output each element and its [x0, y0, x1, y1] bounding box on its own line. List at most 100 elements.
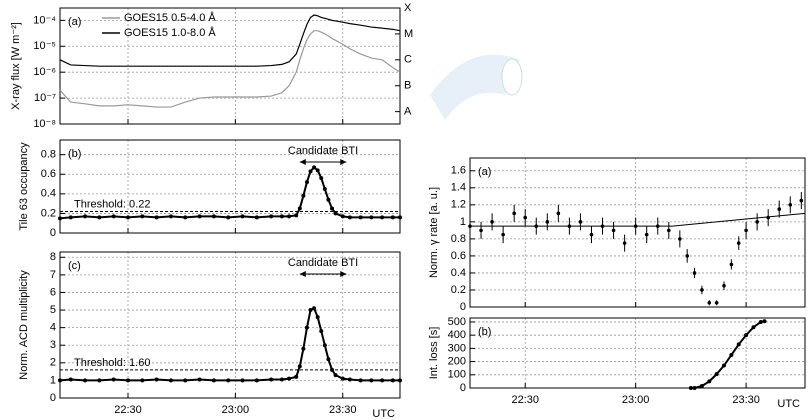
y-tick-label: 0.6 [451, 250, 466, 262]
y-tick-label: 0 [50, 392, 56, 404]
y-tick-label: 1 [460, 216, 466, 228]
x-tick-label: 22:30 [114, 404, 142, 416]
data-point [788, 203, 793, 207]
decoration [501, 58, 523, 96]
y2-tick-label: M [404, 28, 413, 40]
data-point [655, 224, 660, 228]
x-tick-label: 23:30 [732, 394, 760, 406]
legend-label: GOES15 1.0-8.0 Å [124, 26, 216, 39]
series-line [59, 14, 401, 67]
x-tick-label: 23:00 [622, 394, 650, 406]
x-axis-label: UTC [372, 408, 395, 420]
data-point [707, 300, 712, 305]
data-point [479, 228, 483, 233]
data-point [685, 254, 689, 258]
y-axis-label: Norm. ACD multiplicity [18, 270, 30, 380]
panel-label: (b) [68, 148, 81, 160]
y-tick-label: 400 [448, 329, 466, 341]
y-axis-label: Int. loss [s] [428, 327, 440, 380]
y-tick-label: 0.2 [41, 207, 56, 219]
y-tick-label: 500 [448, 316, 466, 328]
data-point [666, 228, 671, 233]
y-tick-label: 300 [448, 342, 466, 354]
data-point [578, 220, 583, 224]
data-point [692, 271, 697, 275]
x-tick-label: 23:00 [222, 404, 250, 416]
y-tick-label: 1.2 [451, 199, 466, 211]
y-tick-label: 10⁻⁶ [33, 66, 56, 78]
y-tick-label: 8 [50, 251, 56, 263]
y-tick-label: 100 [448, 369, 466, 381]
y-tick-label: 5 [50, 304, 56, 316]
x-tick-label: 22:30 [511, 394, 539, 406]
y-tick-label: 6 [50, 286, 56, 298]
y-tick-label: 3 [50, 339, 56, 351]
fit-line [470, 212, 806, 227]
data-point [501, 232, 505, 237]
plot-frame [59, 139, 401, 234]
decoration [430, 54, 520, 120]
data-point [600, 224, 605, 228]
data-point [700, 288, 704, 292]
annotation-text: Candidate BTI [288, 145, 358, 157]
data-point [545, 220, 550, 224]
series-line [59, 306, 400, 382]
series-line [59, 166, 400, 220]
data-point [736, 241, 741, 245]
panel-label: (a) [478, 166, 491, 178]
threshold-label: Threshold: 1.60 [74, 357, 150, 369]
y-tick-label: 1.4 [451, 182, 466, 194]
y-tick-label: 0 [50, 227, 56, 239]
y-tick-label: 10⁻⁸ [33, 118, 56, 130]
data-point [534, 224, 539, 228]
series-line [59, 30, 401, 108]
y2-tick-label: X [404, 2, 412, 14]
threshold-label: Threshold: 0.22 [74, 198, 150, 210]
annotation-text: Candidate BTI [288, 257, 358, 269]
y-axis-label: Norm. γ rate [a. u.] [428, 187, 440, 278]
y-tick-label: 7 [50, 269, 56, 281]
data-point [589, 232, 594, 237]
plot-frame [59, 251, 401, 399]
data-point [490, 220, 494, 224]
y2-tick-label: A [404, 106, 412, 118]
data-point [556, 211, 561, 216]
x-tick-label: 23:30 [329, 404, 357, 416]
data-point [611, 228, 616, 233]
data-point [755, 220, 759, 224]
y-tick-label: 0.6 [41, 168, 56, 180]
data-point [468, 224, 472, 228]
data-point [567, 224, 572, 228]
y-tick-label: 0 [460, 301, 466, 313]
y2-tick-label: B [404, 80, 411, 92]
data-point [678, 237, 682, 241]
data-point [722, 283, 726, 288]
series-line [690, 320, 765, 389]
y-tick-label: 200 [448, 355, 466, 367]
data-point [633, 224, 638, 228]
data-point [622, 241, 627, 245]
data-point [766, 215, 770, 220]
y-tick-label: 0.2 [451, 284, 466, 296]
panel-label: (a) [68, 16, 81, 28]
y-tick-label: 1.6 [451, 165, 466, 177]
plot-frame [469, 317, 806, 389]
data-point [744, 228, 748, 233]
panel-label: (b) [478, 326, 491, 338]
y-tick-label: 0.4 [451, 267, 466, 279]
data-point [644, 232, 649, 237]
y-axis-label: Tile 63 occupancy [18, 142, 30, 231]
y-tick-label: 0.4 [41, 188, 56, 200]
data-point [729, 262, 734, 267]
y-tick-label: 10⁻⁵ [33, 40, 56, 52]
plot-frame [469, 157, 806, 308]
y-tick-label: 4 [50, 322, 56, 334]
y-tick-label: 1 [50, 374, 56, 386]
plot-frame [59, 7, 401, 125]
data-point [799, 198, 804, 203]
y2-tick-label: C [404, 54, 412, 66]
legend-label: GOES15 0.5-4.0 Å [124, 11, 216, 24]
data-point [714, 300, 719, 305]
y-tick-label: 0.8 [451, 233, 466, 245]
